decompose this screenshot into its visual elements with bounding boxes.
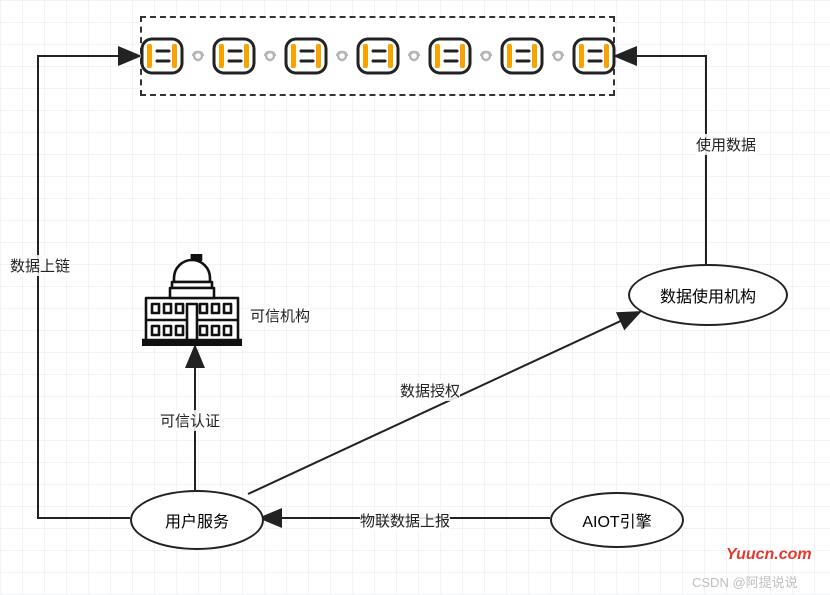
chain-link-icon [477, 47, 495, 65]
trusted-org-label: 可信机构 [250, 305, 310, 326]
node-user-service-label: 用户服务 [165, 508, 229, 532]
edge-data-onchain [38, 56, 140, 518]
block-icon [499, 36, 545, 76]
edge-label-data-onchain: 数据上链 [10, 255, 70, 276]
node-data-consumer: 数据使用机构 [628, 264, 788, 326]
edge-label-iot-report: 物联数据上报 [360, 510, 450, 531]
chain-link-icon [189, 47, 207, 65]
diagram-canvas: 可信机构 用户服务 AIOT引擎 数据使用机构 数据上链 使用数据可信认证物联数据… [0, 0, 830, 595]
node-data-consumer-label: 数据使用机构 [660, 283, 756, 307]
block-icon [283, 36, 329, 76]
watermark-sub: CSDN @阿提说说 [692, 572, 798, 591]
node-aiot-engine-label: AIOT引擎 [582, 508, 651, 532]
block-icon [355, 36, 401, 76]
edge-data-auth [248, 312, 640, 494]
node-aiot-engine: AIOT引擎 [550, 492, 684, 548]
node-user-service: 用户服务 [130, 490, 264, 550]
edge-label-use-data: 使用数据 [696, 134, 756, 155]
blockchain-container [140, 16, 615, 96]
chain-link-icon [549, 47, 567, 65]
trusted-org-icon [142, 254, 242, 351]
block-icon [211, 36, 257, 76]
chain-link-icon [333, 47, 351, 65]
block-icon [139, 36, 185, 76]
block-icon [571, 36, 617, 76]
chain-link-icon [405, 47, 423, 65]
edge-label-trusted-auth: 可信认证 [160, 410, 220, 431]
edge-use-data [615, 56, 706, 264]
block-icon [427, 36, 473, 76]
edge-label-data-auth: 数据授权 [400, 380, 460, 401]
chain-link-icon [261, 47, 279, 65]
government-building-icon [142, 254, 242, 346]
watermark-main: Yuucn.com [726, 546, 812, 564]
